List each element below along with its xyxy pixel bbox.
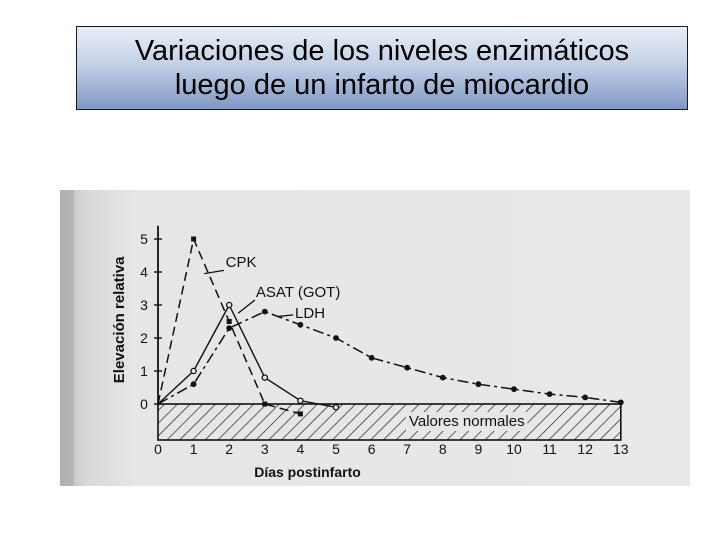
x-axis-label: Días postinfarto <box>254 464 361 480</box>
x-tick-label-4: 4 <box>297 441 305 457</box>
y-tick-label-3: 3 <box>140 297 148 313</box>
series-0-point-1 <box>191 236 197 242</box>
x-tick-label-0: 0 <box>154 441 162 457</box>
enzyme-chart: Valores normales 0 1 2 3 4 5 Elevación relativ… <box>60 190 690 486</box>
series-1-point-4 <box>297 397 304 404</box>
x-tick-label-6: 6 <box>368 441 376 457</box>
series-1-point-1 <box>190 367 197 375</box>
x-tick-label-12: 12 <box>577 441 593 457</box>
series-2-point-3 <box>261 308 268 315</box>
series-0-point-2 <box>226 319 232 324</box>
normal-values-label: Valores normales <box>409 413 525 430</box>
series-2-point-2 <box>226 325 233 331</box>
series-2-point-5 <box>333 335 339 341</box>
series-line-1 <box>157 304 337 408</box>
series-line-2 <box>157 310 621 405</box>
x-tick-label-5: 5 <box>332 441 340 457</box>
series-2-point-11 <box>546 391 553 397</box>
y-tick-label-2: 2 <box>140 330 148 346</box>
x-tick-label-8: 8 <box>439 441 447 457</box>
series-2-point-9 <box>475 381 482 388</box>
series-1-point-3 <box>261 374 269 381</box>
series-label-pointer-0 <box>204 269 224 275</box>
normal-values-band <box>157 403 622 441</box>
series-0-point-3 <box>262 401 268 407</box>
series-0-point-4 <box>297 411 303 417</box>
series-2-point-7 <box>404 364 411 371</box>
series-2-point-10 <box>511 386 517 393</box>
series-2-point-12 <box>582 394 589 401</box>
series-label-2: LDH <box>295 305 325 322</box>
slide-title-line-2: luego de un infarto de miocardio <box>174 69 590 101</box>
x-tick-label-11: 11 <box>542 441 557 457</box>
series-1-point-5 <box>332 404 340 411</box>
x-tick-label-13: 13 <box>613 441 629 457</box>
x-tick-label-3: 3 <box>261 441 269 457</box>
series-1-point-2 <box>225 301 233 309</box>
series-label-pointer-1 <box>237 299 256 314</box>
x-tick-label-10: 10 <box>506 441 522 457</box>
y-axis-label: Elevación relativa <box>111 256 128 383</box>
series-2-point-4 <box>297 321 304 328</box>
x-tick-label-7: 7 <box>403 441 411 457</box>
y-tick-label-4: 4 <box>140 264 148 280</box>
series-2-point-1 <box>190 381 197 388</box>
x-tick-label-1: 1 <box>190 441 198 457</box>
series-label-pointer-2 <box>277 314 294 318</box>
series-2-point-13 <box>617 399 624 406</box>
slide-title-line-1: Variaciones de los niveles enzimáticos <box>134 35 630 67</box>
chart-paper-edge <box>60 190 74 486</box>
x-tick-label-9: 9 <box>475 441 483 457</box>
series-2-point-8 <box>439 374 446 381</box>
y-tick-label-0: 0 <box>140 396 148 412</box>
series-2-point-6 <box>368 354 375 361</box>
y-tick-label-1: 1 <box>140 363 148 379</box>
series-label-1: ASAT (GOT) <box>256 284 340 301</box>
series-label-0: CPK <box>226 254 257 271</box>
x-tick-label-2: 2 <box>225 441 233 457</box>
y-tick-label-5: 5 <box>140 231 148 247</box>
slide-title: Variaciones de los niveles enzimáticos l… <box>76 26 688 110</box>
normal-values-label-background <box>405 412 528 431</box>
